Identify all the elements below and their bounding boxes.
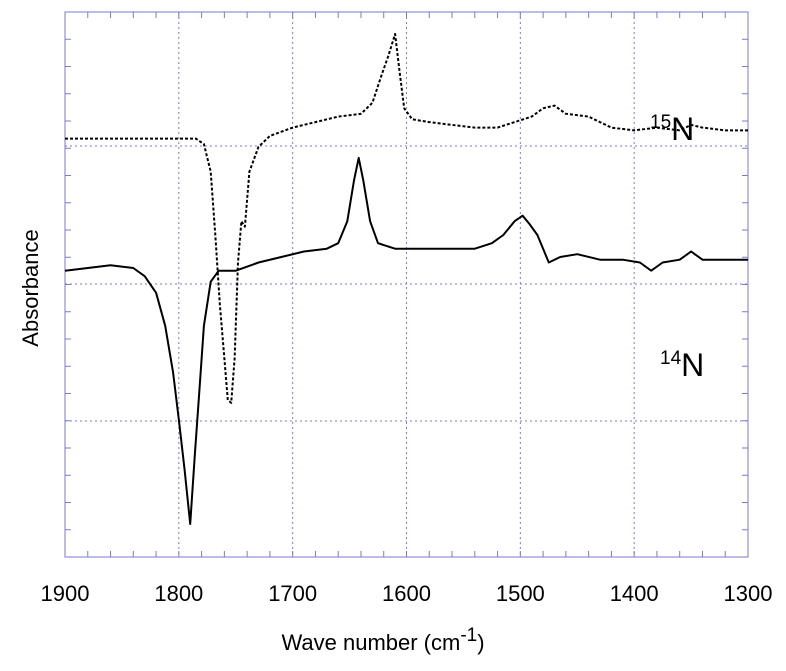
x-tick-label: 1700 xyxy=(268,581,317,606)
plot-frame xyxy=(64,11,749,558)
x-tick-label: 1900 xyxy=(41,581,90,606)
x-tick-labels: 1900 1800 1700 1600 1500 1400 1300 xyxy=(41,581,773,606)
x-tick-label: 1500 xyxy=(496,581,545,606)
series-layer xyxy=(64,33,748,525)
y-axis-label: Absorbance xyxy=(18,229,43,346)
x-tick-label: 1400 xyxy=(610,581,659,606)
x-axis-label: Wave number (cm-1) xyxy=(281,625,484,655)
grid xyxy=(65,12,748,557)
x-tick-label: 1300 xyxy=(724,581,773,606)
series-label-15n: 15N xyxy=(650,111,694,147)
series-line-15n xyxy=(65,33,748,404)
series-label-14n: 14N xyxy=(660,347,704,383)
x-tick-label: 1800 xyxy=(154,581,203,606)
x-tick-label: 1600 xyxy=(382,581,431,606)
axis-ticks xyxy=(64,12,749,557)
series-line-14n xyxy=(64,156,748,525)
